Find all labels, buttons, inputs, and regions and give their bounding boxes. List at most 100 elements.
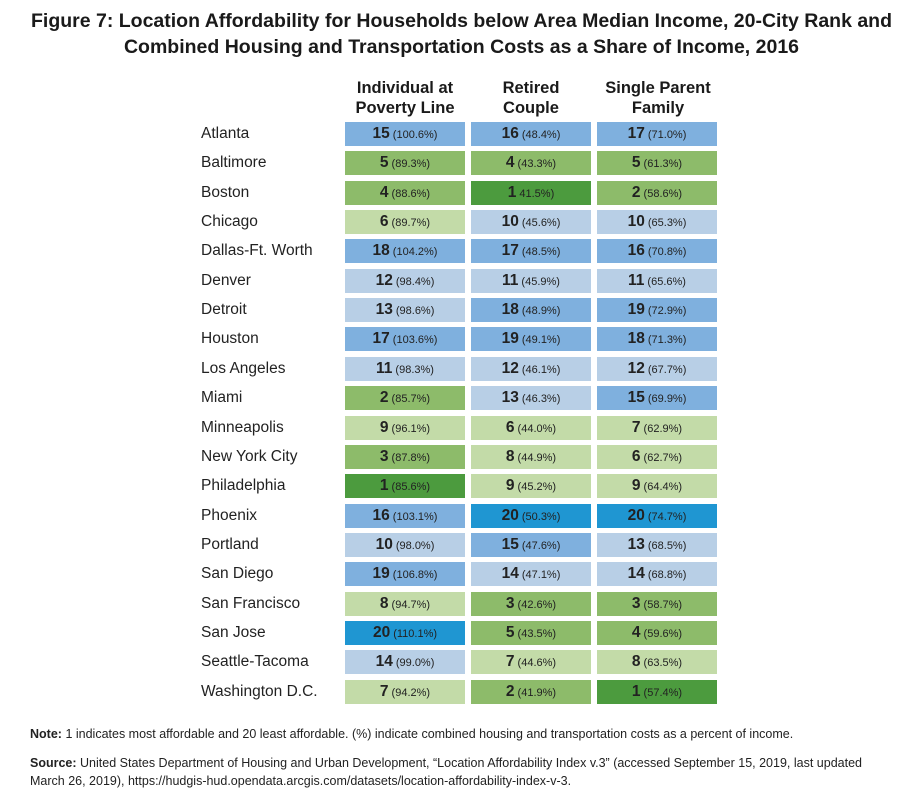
rank-cell: 3 (42.6%) (471, 592, 591, 616)
rank-cell: 17 (71.0%) (597, 122, 717, 146)
rank-value: 17 (372, 330, 390, 347)
city-label: San Diego (201, 565, 274, 582)
cost-share-value: (48.9%) (521, 305, 561, 317)
city-label: Dallas-Ft. Worth (201, 242, 313, 259)
city-label: Philadelphia (201, 477, 286, 494)
rank-value: 7 (505, 653, 515, 670)
rank-cell: 1 41.5%) (471, 181, 591, 205)
rank-value: 19 (627, 301, 645, 318)
cost-share-value: (104.2%) (392, 246, 438, 258)
rank-cell: 9 (45.2%) (471, 474, 591, 498)
cost-share-value: (63.5%) (643, 657, 683, 669)
column-header-line-1: Single Parent (605, 79, 711, 97)
cost-share-value: (46.3%) (521, 393, 561, 405)
column-header-single-parent: Single Parent Family (593, 78, 723, 118)
rank-value: 20 (372, 624, 391, 641)
rank-value: 15 (372, 125, 390, 142)
figure-title: Figure 7: Location Affordability for Hou… (0, 8, 923, 60)
column-header-line-2: Poverty Line (355, 99, 455, 117)
cost-share-value: (98.4%) (395, 276, 435, 288)
rank-cell: 11 (98.3%) (345, 357, 465, 381)
table-row: San Jose 20 (110.1%) 5 (43.5%) 4 (59.6%) (0, 621, 923, 645)
cost-share-value: (98.3%) (395, 364, 434, 376)
cost-share-value: (59.6%) (643, 628, 683, 640)
cost-share-value: (65.3%) (647, 217, 687, 229)
column-header-line-2: Family (631, 99, 685, 117)
rank-cell: 14 (68.8%) (597, 562, 717, 586)
rank-value: 12 (375, 272, 393, 289)
rank-cell: 14 (47.1%) (471, 562, 591, 586)
rank-cell: 2 (85.7%) (345, 386, 465, 410)
column-header-line-1: Retired (502, 79, 560, 97)
cost-share-value: (47.1%) (521, 569, 561, 581)
rank-value: 7 (379, 683, 389, 700)
rank-value: 4 (379, 184, 389, 201)
cost-share-value: (48.4%) (521, 129, 561, 141)
rank-value: 14 (375, 653, 393, 670)
rank-value: 12 (627, 360, 645, 377)
cost-share-value: (89.3%) (391, 158, 431, 170)
rank-cell: 3 (58.7%) (597, 592, 717, 616)
rank-cell: 18 (104.2%) (345, 239, 465, 263)
rank-value: 11 (376, 360, 393, 377)
rank-value: 20 (501, 507, 519, 524)
source: Source: United States Department of Hous… (30, 754, 898, 790)
rank-value: 10 (375, 536, 393, 553)
rank-value: 5 (631, 154, 641, 171)
rank-value: 5 (379, 154, 389, 171)
rank-cell: 5 (61.3%) (597, 151, 717, 175)
rank-value: 4 (505, 154, 515, 171)
rank-cell: 4 (59.6%) (597, 621, 717, 645)
source-text: United States Department of Housing and … (30, 756, 862, 788)
table-row: Miami 2 (85.7%) 13 (46.3%) 15 (69.9%) (0, 386, 923, 410)
rank-cell: 4 (88.6%) (345, 181, 465, 205)
table-row: Minneapolis 9 (96.1%) 6 (44.0%) 7 (62.9%) (0, 416, 923, 440)
city-label: Washington D.C. (201, 683, 318, 700)
cost-share-value: (70.8%) (647, 246, 687, 258)
rank-value: 13 (375, 301, 393, 318)
rank-cell: 17 (103.6%) (345, 327, 465, 351)
cost-share-value: (69.9%) (647, 393, 687, 405)
rank-cell: 2 (58.6%) (597, 181, 717, 205)
rank-value: 6 (505, 419, 515, 436)
rank-cell: 14 (99.0%) (345, 650, 465, 674)
rank-cell: 9 (64.4%) (597, 474, 717, 498)
cost-share-value: (89.7%) (391, 217, 431, 229)
cost-share-value: (85.7%) (391, 393, 431, 405)
cost-share-value: (87.8%) (391, 452, 431, 464)
rank-cell: 19 (106.8%) (345, 562, 465, 586)
rank-value: 14 (627, 565, 645, 582)
cost-share-value: (46.1%) (521, 364, 561, 376)
rank-value: 8 (379, 595, 389, 612)
rank-cell: 20 (110.1%) (345, 621, 465, 645)
city-label: Detroit (201, 301, 247, 318)
table-row: Chicago 6 (89.7%) 10 (45.6%) 10 (65.3%) (0, 210, 923, 234)
table-row: Philadelphia 1 (85.6%) 9 (45.2%) 9 (64.4%) (0, 474, 923, 498)
rank-cell: 11 (45.9%) (471, 269, 591, 293)
city-label: San Francisco (201, 595, 301, 612)
cost-share-value: (88.6%) (391, 188, 431, 200)
cost-share-value: (58.7%) (643, 599, 683, 611)
cost-share-value: (48.5%) (521, 246, 561, 258)
cost-share-value: (99.0%) (395, 657, 435, 669)
note-text: 1 indicates most affordable and 20 least… (65, 727, 794, 741)
city-label: Minneapolis (201, 419, 284, 436)
table-row: Dallas-Ft. Worth 18 (104.2%) 17 (48.5%) 16 (70… (0, 239, 923, 263)
rank-cell: 3 (87.8%) (345, 445, 465, 469)
table-row: Seattle-Tacoma 14 (99.0%) 7 (44.6%) 8 (63.5%) (0, 650, 923, 674)
rank-cell: 5 (89.3%) (345, 151, 465, 175)
rank-cell: 12 (46.1%) (471, 357, 591, 381)
rank-cell: 16 (103.1%) (345, 504, 465, 528)
cost-share-value: (62.9%) (643, 423, 683, 435)
rank-cell: 15 (47.6%) (471, 533, 591, 557)
cost-share-value: (45.6%) (521, 217, 561, 229)
rank-value: 2 (505, 683, 515, 700)
table-row: Phoenix 16 (103.1%) 20 (50.3%) 20 (74.7%) (0, 504, 923, 528)
cost-share-value: (96.1%) (391, 423, 431, 435)
rank-value: 16 (372, 507, 390, 524)
cost-share-value: (94.2%) (391, 687, 431, 699)
cost-share-value: (57.4%) (643, 687, 683, 699)
rank-cell: 16 (70.8%) (597, 239, 717, 263)
rank-cell: 15 (69.9%) (597, 386, 717, 410)
